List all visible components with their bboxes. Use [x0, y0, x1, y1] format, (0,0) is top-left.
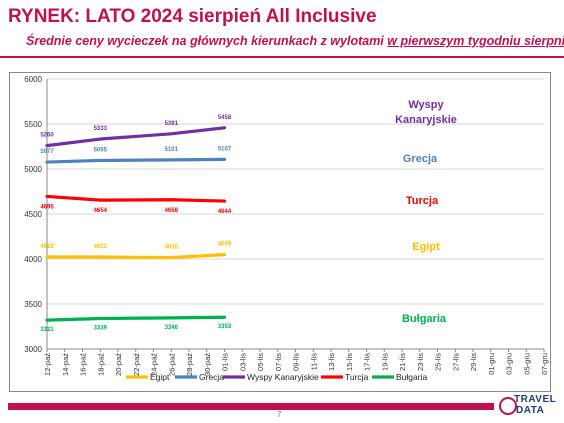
travel-data-logo: TRAVEL DATA [497, 394, 559, 420]
x-tick-label: 09-lis [292, 353, 301, 371]
data-label: 3339 [94, 325, 108, 331]
series-line [45, 126, 227, 148]
x-tick-label: 11-lis [309, 353, 318, 371]
x-tick-label: 28-paź [185, 353, 194, 376]
series-side-label: Bułgaria [402, 313, 447, 325]
series-line [45, 252, 227, 260]
y-tick-label: 3000 [24, 345, 42, 354]
x-tick-label: 22-paź [132, 353, 141, 376]
x-tick-label: 17-lis [363, 353, 372, 371]
title-divider [0, 56, 564, 58]
series-side-label: Kanaryjskie [395, 114, 457, 126]
x-tick-label: 07-gru [540, 353, 549, 375]
slide-title: RYNEK: LATO 2024 sierpień All Inclusive [8, 6, 377, 27]
x-tick-label: 23-lis [416, 353, 425, 371]
data-label: 5333 [94, 126, 108, 132]
x-tick-label: 03-gru [505, 353, 514, 375]
x-tick-label: 19-lis [380, 353, 389, 371]
x-tick-label: 07-lis [274, 353, 283, 371]
logo-line1: TRAVEL [514, 394, 557, 405]
y-tick-label: 5500 [24, 120, 42, 129]
x-tick-label: 20-paź [114, 353, 123, 376]
series-line [45, 157, 227, 164]
series-side-label: Wyspy [408, 99, 444, 111]
y-tick-label: 5000 [24, 165, 42, 174]
data-label: 3353 [218, 324, 232, 330]
y-tick-label: 3500 [24, 300, 42, 309]
logo-line2: DATA [516, 405, 545, 416]
line-chart: 3000 3500 4000 4500 5000 5500 6000 12-paź 14-paź… [24, 75, 549, 382]
subtitle-underlined: w pierwszym tygodniu sierpnia [387, 34, 564, 48]
data-label: 5101 [165, 147, 179, 153]
x-tick-label: 21-lis [398, 353, 407, 371]
x-tick-label: 05-lis [256, 353, 265, 371]
legend-label: Egipt [150, 372, 170, 382]
legend-label: Wyspy Kanaryjskie [247, 372, 319, 382]
logo-ring-icon [499, 397, 517, 415]
y-tick-label: 4000 [24, 255, 42, 264]
data-label: 5107 [218, 146, 232, 152]
x-tick-label: 29-lis [469, 353, 478, 371]
series-line [45, 194, 227, 203]
series-side-label: Grecja [403, 153, 438, 165]
series-side-label: Egipt [412, 241, 440, 253]
data-label: 5458 [218, 115, 232, 121]
data-label: 4658 [165, 208, 179, 214]
legend-label: Grecja [199, 372, 224, 382]
x-tick-label: 01-gru [487, 353, 496, 375]
data-label: 5260 [40, 133, 54, 139]
legend-label: Bułgaria [396, 372, 427, 382]
series-side-label: Turcja [406, 195, 439, 207]
data-label: 3321 [40, 327, 54, 333]
y-tick-label: 6000 [24, 75, 42, 84]
x-tick-label: 13-lis [327, 353, 336, 371]
x-tick-label: 15-lis [345, 353, 354, 371]
data-label: 5095 [94, 147, 108, 153]
data-label: 5077 [40, 149, 54, 155]
data-label: 4654 [94, 208, 108, 214]
slide-subtitle: Średnie ceny wycieczek na głównych kieru… [26, 34, 564, 48]
footer-bar [8, 403, 494, 410]
data-label: 5391 [165, 121, 179, 127]
x-tick-label: 03-lis [238, 353, 247, 371]
x-tick-label: 24-paź [150, 353, 159, 376]
x-tick-label: 12-paź [43, 353, 52, 376]
x-tick-label: 30-paź [203, 353, 212, 376]
data-label: 4644 [218, 209, 232, 215]
data-label: 4049 [218, 242, 232, 248]
chart-frame: 3000 3500 4000 4500 5000 5500 6000 12-paź 14-paź… [9, 72, 551, 392]
x-tick-label: 01-lis [221, 353, 230, 371]
data-label: 3346 [165, 325, 179, 331]
x-tick-label: 18-paź [96, 353, 105, 376]
x-tick-label: 25-lis [434, 353, 443, 371]
data-label: 4022 [94, 244, 108, 250]
x-tick-label: 14-paź [61, 353, 70, 376]
x-tick-label: 26-paź [167, 353, 176, 376]
series-line [45, 315, 227, 322]
data-label: 4016 [165, 245, 179, 251]
x-tick-label: 05-gru [522, 353, 531, 375]
legend-label: Turcja [345, 372, 369, 382]
x-tick-label: 27-lis [451, 353, 460, 371]
data-label: 4022 [40, 244, 54, 250]
x-tick-label: 16-paź [79, 353, 88, 376]
subtitle-main: Średnie ceny wycieczek na głównych kieru… [26, 34, 388, 48]
y-tick-label: 4500 [24, 210, 42, 219]
page-number: 7 [277, 410, 282, 419]
data-label: 4695 [40, 204, 54, 210]
